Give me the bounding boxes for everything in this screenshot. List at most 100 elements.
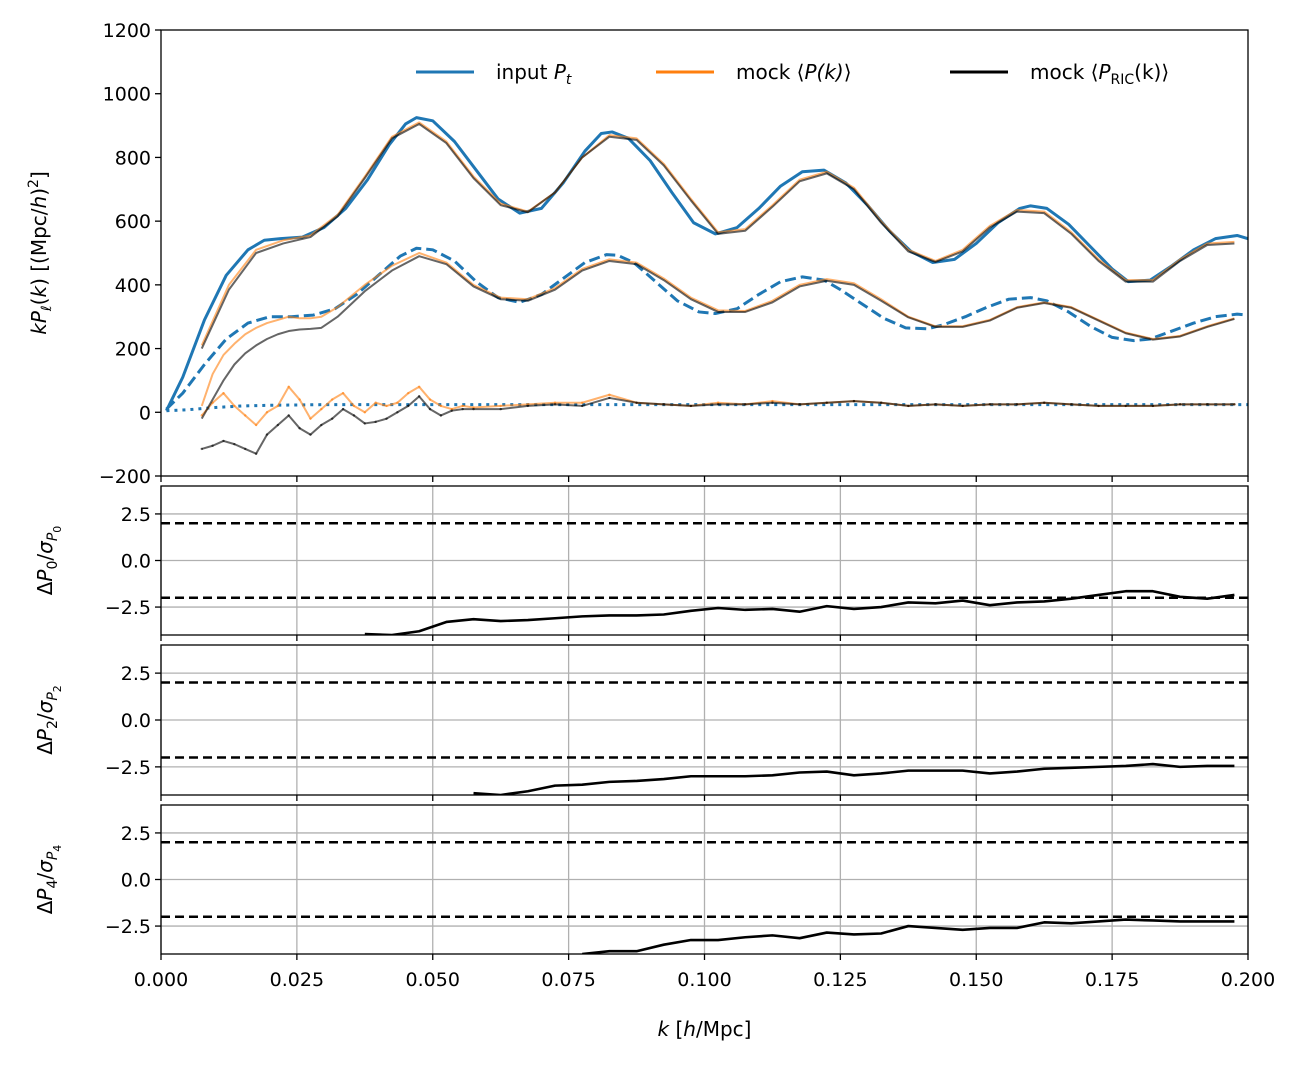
data-point xyxy=(450,409,453,412)
data-point xyxy=(244,414,247,417)
data-point xyxy=(287,414,290,417)
data-point xyxy=(298,398,301,401)
data-point xyxy=(396,411,399,414)
data-point xyxy=(309,417,312,420)
gridlines xyxy=(160,805,1249,954)
data-point xyxy=(222,391,225,395)
panels: −200 0 200 400 600 800 1000 1200 kPℓ(k) [(Mpc/h)… xyxy=(26,20,1275,1041)
ytick-label: −2.5 xyxy=(105,757,151,779)
ytick-label: 800 xyxy=(115,147,151,169)
ytick-label: 2.5 xyxy=(121,504,151,526)
data-point xyxy=(1151,404,1155,408)
data-point xyxy=(428,407,432,411)
legend-entry: input Pt xyxy=(416,60,572,88)
legend-entry: mock ⟨PRIC(k)⟩ xyxy=(950,60,1169,88)
data-point xyxy=(385,417,388,420)
data-point xyxy=(1233,403,1236,406)
series-line xyxy=(165,116,1248,412)
data-point xyxy=(417,395,421,398)
data-point xyxy=(553,403,557,406)
series-line xyxy=(200,252,1235,407)
data-point xyxy=(907,404,910,408)
data-point xyxy=(396,401,399,404)
ytick-label: 600 xyxy=(115,211,151,233)
data-point xyxy=(254,452,258,455)
data-point xyxy=(439,404,443,408)
data-point xyxy=(1124,404,1127,408)
data-point xyxy=(287,385,290,388)
data-point xyxy=(309,433,312,436)
data-point xyxy=(331,417,334,420)
series-group xyxy=(473,762,1235,795)
y-axis-label: ΔP4/σP4 xyxy=(33,845,64,915)
y-axis-label: kPℓ(k) [(Mpc/h)2] xyxy=(26,171,55,335)
ytick-label: 200 xyxy=(115,339,151,361)
ytick-label: 0 xyxy=(139,402,151,424)
data-point xyxy=(581,404,584,408)
xtick-label: 0.175 xyxy=(1085,969,1139,991)
ytick-label: 2.5 xyxy=(121,823,151,845)
data-point xyxy=(461,404,464,408)
xtick-label: 0.075 xyxy=(541,969,595,991)
data-point xyxy=(407,404,410,408)
data-point xyxy=(374,420,377,424)
data-point xyxy=(211,444,214,447)
ytick-label: −2.5 xyxy=(105,597,151,619)
data-point xyxy=(341,407,345,411)
data-point xyxy=(1070,403,1073,406)
data-point xyxy=(581,401,584,404)
data-point xyxy=(352,414,356,417)
data-point xyxy=(852,399,856,403)
data-point xyxy=(1097,404,1100,408)
data-point xyxy=(428,398,432,401)
data-point xyxy=(331,398,334,401)
data-point xyxy=(716,403,720,406)
series-line xyxy=(364,589,1235,635)
ytick-label: 400 xyxy=(115,275,151,297)
data-point xyxy=(825,401,828,404)
legend-label: mock ⟨PRIC(k)⟩ xyxy=(1030,60,1169,88)
ytick-label: 0.0 xyxy=(121,870,151,892)
data-point xyxy=(472,407,475,411)
data-point xyxy=(374,401,377,404)
xtick-label: 0.000 xyxy=(134,969,188,991)
data-point xyxy=(461,407,464,411)
panel-residual-P2: −2.5 0.0 2.5 ΔP2/σP2 xyxy=(33,644,1249,801)
data-point xyxy=(744,403,747,406)
y-axis-label: ΔP2/σP2 xyxy=(33,685,64,755)
data-point xyxy=(276,423,280,427)
ytick-label: 1200 xyxy=(103,20,151,42)
data-point xyxy=(265,411,269,414)
legend: input Pt mock ⟨P(k)⟩ mock ⟨PRIC(k)⟩ xyxy=(416,60,1169,88)
xtick-label: 0.150 xyxy=(949,969,1003,991)
data-point xyxy=(417,385,421,388)
xtick-label: 0.200 xyxy=(1221,969,1275,991)
data-point xyxy=(499,404,502,408)
ytick-label: 0.0 xyxy=(121,551,151,573)
data-point xyxy=(276,404,280,408)
data-point xyxy=(222,439,225,443)
data-point xyxy=(320,423,323,427)
legend-label: input Pt xyxy=(496,60,572,88)
ytick-label: −200 xyxy=(99,466,151,488)
data-point xyxy=(265,433,269,436)
data-point xyxy=(439,414,443,417)
data-point xyxy=(771,401,774,404)
data-point xyxy=(363,411,367,414)
data-point xyxy=(320,407,323,411)
data-point xyxy=(608,393,611,396)
x-axis-label: k [h/Mpc] xyxy=(658,1017,752,1041)
data-point xyxy=(298,427,301,430)
data-point xyxy=(407,391,410,395)
series-line xyxy=(200,255,1235,420)
data-point xyxy=(526,404,530,408)
data-point xyxy=(352,404,356,408)
legend-label: mock ⟨P(k)⟩ xyxy=(736,60,852,84)
series-line xyxy=(165,246,1248,411)
data-point xyxy=(662,403,665,406)
data-point xyxy=(1042,401,1046,404)
data-point xyxy=(798,403,801,406)
xtick-label: 0.100 xyxy=(677,969,731,991)
panel-multipoles: −200 0 200 400 600 800 1000 1200 kPℓ(k) [(Mpc/h)… xyxy=(26,20,1249,488)
